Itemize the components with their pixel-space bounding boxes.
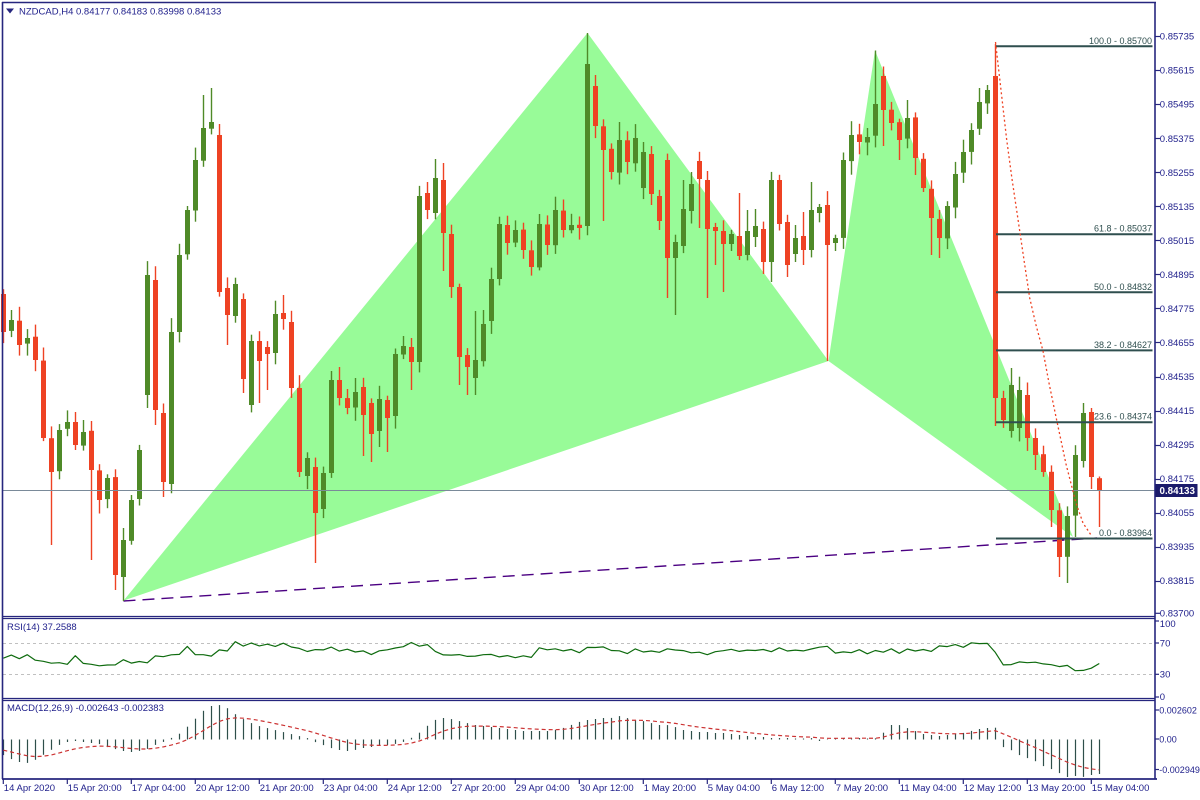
svg-text:MACD(12,26,9) -0.002643 -0.002: MACD(12,26,9) -0.002643 -0.002383 — [7, 703, 164, 714]
svg-text:0.84655: 0.84655 — [1160, 338, 1194, 349]
svg-text:100.0 - 0.85700: 100.0 - 0.85700 — [1089, 36, 1152, 46]
svg-text:RSI(14) 37.2588: RSI(14) 37.2588 — [7, 622, 77, 633]
svg-text:0.85495: 0.85495 — [1160, 100, 1194, 111]
svg-text:38.2 - 0.84627: 38.2 - 0.84627 — [1094, 340, 1152, 350]
svg-text:0.84415: 0.84415 — [1160, 406, 1194, 417]
svg-text:30 Apr 12:00: 30 Apr 12:00 — [580, 783, 634, 794]
svg-text:0.84535: 0.84535 — [1160, 372, 1194, 383]
svg-text:27 Apr 20:00: 27 Apr 20:00 — [452, 783, 506, 794]
svg-text:0.85735: 0.85735 — [1160, 32, 1194, 43]
svg-text:1 May 20:00: 1 May 20:00 — [644, 783, 696, 794]
svg-text:-0.002949: -0.002949 — [1159, 765, 1200, 775]
svg-text:0.85015: 0.85015 — [1160, 236, 1194, 247]
svg-text:0.85135: 0.85135 — [1160, 202, 1194, 213]
svg-text:100: 100 — [1160, 619, 1176, 630]
svg-text:0.84295: 0.84295 — [1160, 440, 1194, 451]
svg-text:0.84895: 0.84895 — [1160, 270, 1194, 281]
svg-text:12 May 12:00: 12 May 12:00 — [964, 783, 1022, 794]
svg-text:14 Apr 2020: 14 Apr 2020 — [4, 783, 55, 794]
svg-text:24 Apr 12:00: 24 Apr 12:00 — [388, 783, 442, 794]
svg-text:23.6 - 0.84374: 23.6 - 0.84374 — [1094, 412, 1152, 422]
svg-text:7 May 20:00: 7 May 20:00 — [836, 783, 888, 794]
svg-text:29 Apr 04:00: 29 Apr 04:00 — [516, 783, 570, 794]
svg-text:0.85375: 0.85375 — [1160, 134, 1194, 145]
svg-text:23 Apr 04:00: 23 Apr 04:00 — [324, 783, 378, 794]
svg-text:11 May 04:00: 11 May 04:00 — [900, 783, 957, 794]
svg-text:61.8 - 0.85037: 61.8 - 0.85037 — [1094, 224, 1152, 234]
svg-text:70: 70 — [1160, 638, 1171, 649]
svg-text:13 May 20:00: 13 May 20:00 — [1028, 783, 1086, 794]
svg-text:0.84133: 0.84133 — [1160, 486, 1196, 497]
svg-text:0.002602: 0.002602 — [1159, 705, 1197, 715]
svg-text:0.84775: 0.84775 — [1160, 304, 1194, 315]
svg-text:20 Apr 12:00: 20 Apr 12:00 — [196, 783, 250, 794]
svg-text:6 May 12:00: 6 May 12:00 — [772, 783, 824, 794]
svg-text:0.83815: 0.83815 — [1160, 576, 1194, 587]
svg-text:0.84175: 0.84175 — [1160, 474, 1194, 485]
svg-text:17 Apr 04:00: 17 Apr 04:00 — [132, 783, 186, 794]
svg-text:0.85255: 0.85255 — [1160, 168, 1194, 179]
svg-text:NZDCAD,H4 0.84177 0.84183 0.8: NZDCAD,H4 0.84177 0.84183 0.83998 0.8413… — [19, 7, 221, 18]
svg-text:30: 30 — [1160, 670, 1171, 681]
svg-text:0.85615: 0.85615 — [1160, 66, 1194, 77]
svg-text:0.0 - 0.83964: 0.0 - 0.83964 — [1099, 528, 1152, 538]
svg-text:15 Apr 20:00: 15 Apr 20:00 — [68, 783, 122, 794]
svg-text:5 May 04:00: 5 May 04:00 — [708, 783, 760, 794]
svg-text:21 Apr 20:00: 21 Apr 20:00 — [260, 783, 314, 794]
svg-text:0.83935: 0.83935 — [1160, 542, 1194, 553]
svg-text:0.83700: 0.83700 — [1160, 609, 1194, 620]
svg-text:15 May 04:00: 15 May 04:00 — [1092, 783, 1150, 794]
svg-text:0.84055: 0.84055 — [1160, 508, 1194, 519]
svg-text:0.00: 0.00 — [1159, 734, 1177, 744]
svg-text:50.0 - 0.84832: 50.0 - 0.84832 — [1094, 282, 1152, 292]
svg-text:0: 0 — [1160, 692, 1165, 703]
